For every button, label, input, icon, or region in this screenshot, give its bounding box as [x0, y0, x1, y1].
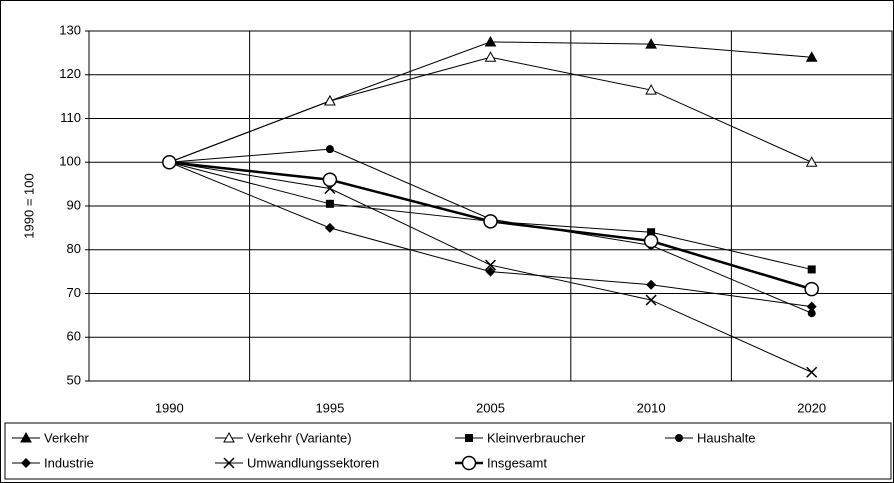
y-tick-label: 90 [67, 197, 81, 212]
marker [162, 155, 177, 170]
legend: Verkehr Verkehr (Variante) Kleinverbrauche… [4, 422, 892, 480]
y-tick-label: 80 [67, 241, 81, 256]
marker [646, 279, 657, 290]
y-axis-label: 1990 = 100 [21, 173, 36, 238]
legend-label: Kleinverbraucher [487, 430, 586, 445]
y-tick-label: 100 [59, 154, 81, 169]
legend-label: Umwandlungssektoren [247, 455, 379, 470]
marker [647, 228, 656, 237]
legend-label: Verkehr [44, 430, 89, 445]
legend-label: Haushalte [697, 430, 756, 445]
marker [465, 434, 473, 442]
y-tick-label: 130 [59, 22, 81, 37]
marker [804, 281, 819, 297]
marker [806, 366, 818, 378]
marker [807, 265, 816, 274]
x-tick-label: 1995 [315, 400, 344, 415]
x-tick-label: 1990 [155, 400, 184, 415]
y-tick-label: 60 [67, 329, 81, 344]
y-tick-label: 110 [60, 110, 81, 125]
marker [325, 145, 334, 154]
marker [324, 222, 335, 233]
legend-label: Industrie [44, 455, 94, 470]
y-tick-label: 70 [67, 285, 81, 300]
marker [484, 35, 497, 47]
x-tick-label: 2010 [637, 400, 666, 415]
x-tick-label: 2005 [476, 400, 505, 415]
marker [223, 457, 235, 469]
marker [806, 301, 817, 312]
marker [223, 431, 235, 443]
y-tick-label: 50 [67, 372, 81, 387]
legend-label: Verkehr (Variante) [247, 430, 352, 445]
marker [675, 434, 683, 442]
marker [645, 38, 657, 49]
marker [21, 458, 31, 468]
marker [324, 94, 336, 106]
x-tick-label: 2020 [797, 400, 826, 415]
legend-label: Insgesamt [487, 455, 547, 470]
marker [20, 431, 32, 443]
marker [325, 199, 334, 208]
marker [485, 266, 496, 277]
y-tick-label: 120 [59, 66, 81, 81]
marker [645, 294, 657, 306]
marker [805, 156, 818, 167]
marker [805, 51, 818, 62]
marker [322, 172, 338, 187]
marker [807, 309, 816, 318]
marker [484, 51, 497, 62]
marker [643, 233, 659, 249]
marker [484, 259, 497, 271]
marker [645, 84, 657, 95]
marker [483, 214, 498, 229]
marker [461, 455, 477, 471]
legend-box [4, 422, 892, 480]
